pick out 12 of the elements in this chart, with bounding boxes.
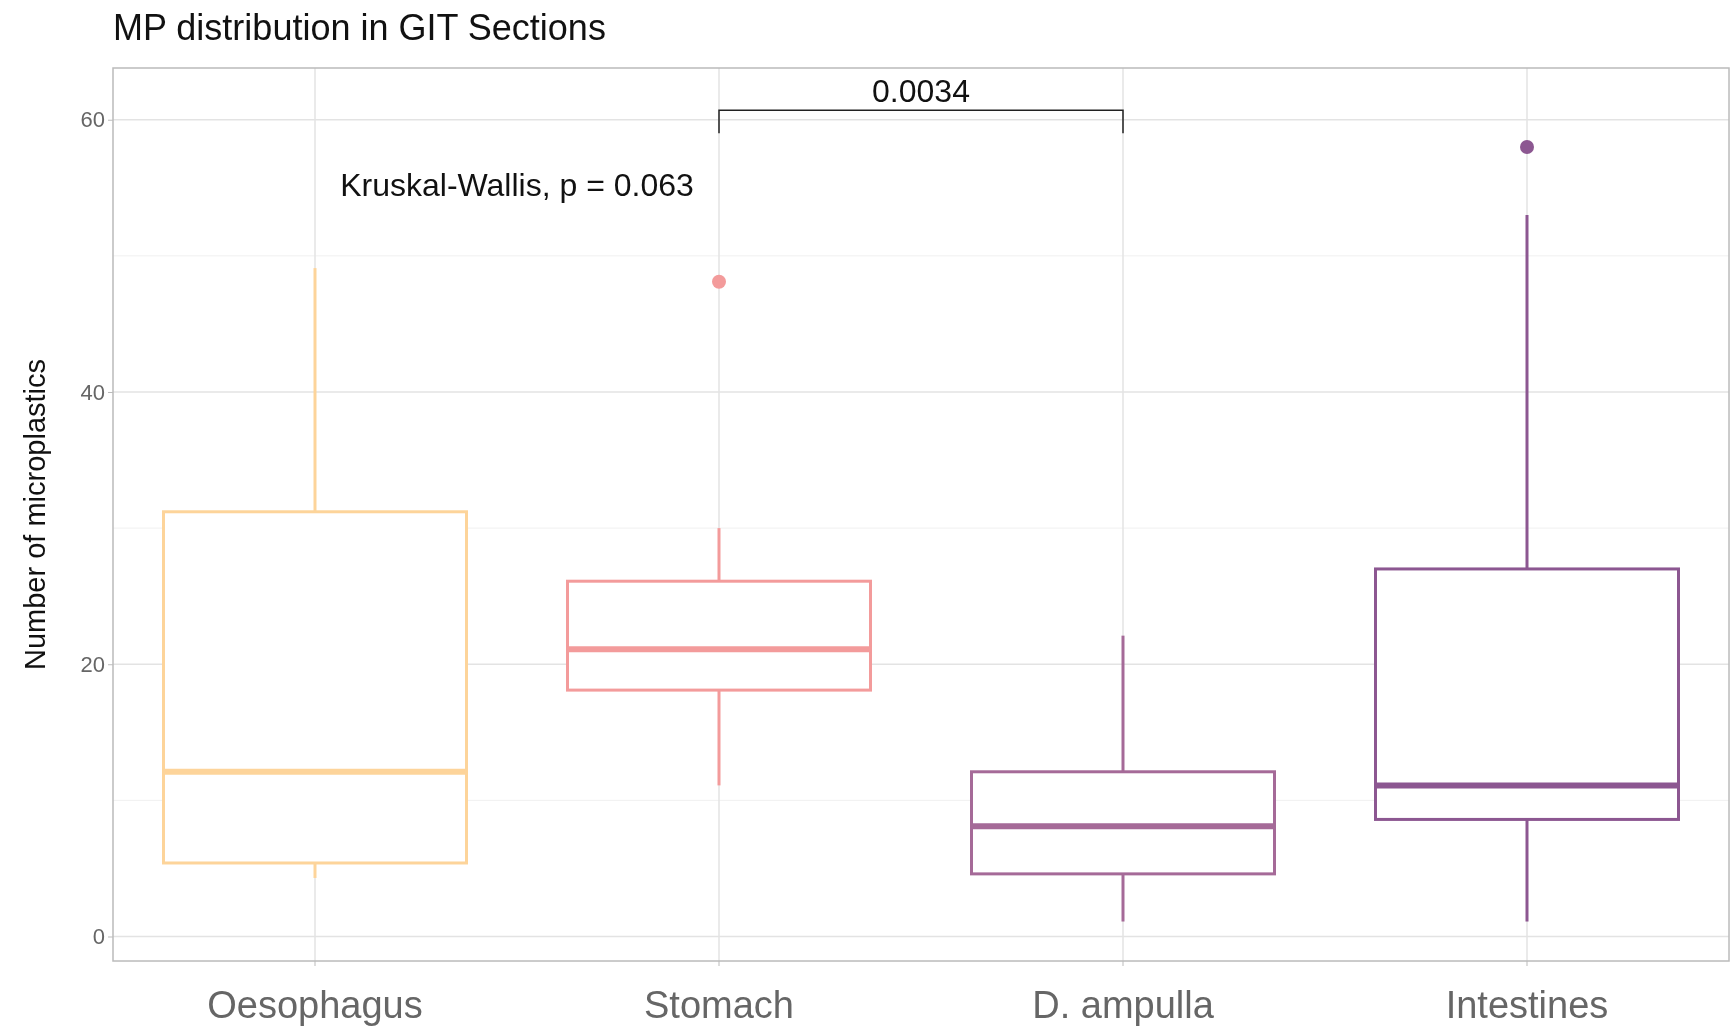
y-tick-label: 60 (80, 107, 105, 133)
x-tick-label: Stomach (644, 984, 794, 1027)
y-axis-title: Number of microplastics (19, 358, 51, 671)
annotation: Kruskal-Wallis, p = 0.063 (340, 167, 694, 204)
x-tick-label: Intestines (1445, 984, 1609, 1027)
y-tick-label: 40 (80, 379, 105, 405)
annotation: 0.0034 (872, 73, 970, 110)
x-tick-label: D. ampulla (1032, 984, 1215, 1027)
y-tick-label: 0 (92, 924, 105, 950)
x-tick-label: Oesophagus (207, 984, 423, 1027)
y-tick-label: 20 (80, 651, 105, 677)
chart-title: MP distribution in GIT Sections (113, 7, 606, 48)
